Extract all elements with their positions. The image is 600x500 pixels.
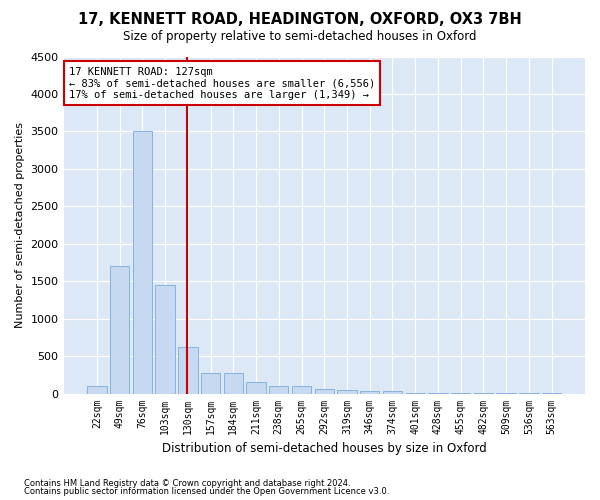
Bar bbox=[247, 382, 266, 394]
Text: Contains HM Land Registry data © Crown copyright and database right 2024.: Contains HM Land Registry data © Crown c… bbox=[24, 478, 350, 488]
Text: Size of property relative to semi-detached houses in Oxford: Size of property relative to semi-detach… bbox=[123, 30, 477, 43]
Y-axis label: Number of semi-detached properties: Number of semi-detached properties bbox=[15, 122, 25, 328]
Bar bbox=[133, 132, 152, 394]
Bar bbox=[292, 386, 311, 394]
Text: 17 KENNETT ROAD: 127sqm
← 83% of semi-detached houses are smaller (6,556)
17% of: 17 KENNETT ROAD: 127sqm ← 83% of semi-de… bbox=[69, 66, 375, 100]
Bar bbox=[87, 386, 107, 394]
Bar bbox=[110, 266, 130, 394]
Bar bbox=[224, 374, 243, 394]
Bar bbox=[360, 390, 379, 394]
Text: Contains public sector information licensed under the Open Government Licence v3: Contains public sector information licen… bbox=[24, 487, 389, 496]
Bar bbox=[178, 347, 197, 394]
Bar bbox=[383, 390, 402, 394]
Bar bbox=[269, 386, 289, 394]
Bar bbox=[314, 389, 334, 394]
Bar bbox=[337, 390, 356, 394]
Bar bbox=[406, 393, 425, 394]
Text: 17, KENNETT ROAD, HEADINGTON, OXFORD, OX3 7BH: 17, KENNETT ROAD, HEADINGTON, OXFORD, OX… bbox=[78, 12, 522, 28]
Bar bbox=[155, 285, 175, 394]
Bar bbox=[201, 374, 220, 394]
X-axis label: Distribution of semi-detached houses by size in Oxford: Distribution of semi-detached houses by … bbox=[162, 442, 487, 455]
